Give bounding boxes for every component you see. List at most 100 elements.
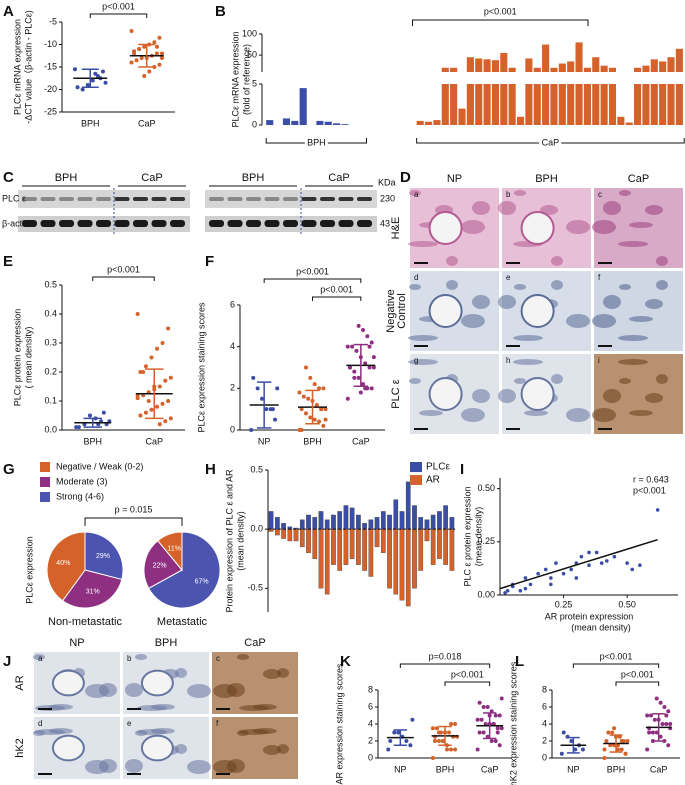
data-point bbox=[166, 399, 171, 403]
data-point bbox=[650, 730, 655, 735]
y-tick-label: 6 bbox=[230, 299, 235, 309]
bar bbox=[550, 84, 558, 125]
data-point bbox=[354, 348, 359, 353]
data-point bbox=[155, 404, 160, 409]
group-bracket bbox=[265, 138, 367, 144]
data-point bbox=[528, 582, 533, 587]
y-axis-label: Protein expression of PLC ε and AR bbox=[224, 469, 234, 613]
data-point bbox=[352, 375, 357, 380]
bar bbox=[443, 505, 448, 530]
data-point bbox=[142, 44, 147, 49]
panel-label: I bbox=[460, 461, 464, 478]
bar bbox=[324, 529, 330, 595]
y-tick-label: -20 bbox=[44, 84, 57, 94]
data-point bbox=[160, 341, 165, 345]
blot-band bbox=[114, 220, 130, 227]
bar bbox=[430, 529, 436, 565]
bar bbox=[450, 67, 458, 72]
bar bbox=[592, 57, 600, 72]
blot-row-label: β-actin bbox=[2, 218, 29, 228]
panel-label: F bbox=[205, 253, 214, 270]
data-point bbox=[489, 739, 494, 743]
tissue-texture bbox=[408, 335, 438, 341]
y-tick-label: 50 bbox=[247, 49, 257, 59]
data-point bbox=[361, 328, 366, 332]
row-label: AR bbox=[14, 675, 26, 690]
annotation: p<0.001 bbox=[484, 6, 517, 16]
bar bbox=[583, 84, 591, 125]
data-point bbox=[314, 403, 319, 407]
tissue-texture bbox=[263, 745, 281, 755]
pie-slice bbox=[61, 569, 123, 609]
bar bbox=[558, 63, 566, 72]
bar bbox=[433, 120, 441, 125]
data-point bbox=[388, 739, 393, 743]
data-point bbox=[367, 344, 372, 349]
data-point bbox=[574, 576, 579, 580]
x-tick-label: 0.50 bbox=[618, 599, 636, 609]
y-tick-label: 4 bbox=[368, 718, 373, 728]
gland-lumen bbox=[520, 377, 555, 411]
data-point bbox=[90, 78, 95, 83]
tissue-texture bbox=[603, 389, 621, 403]
bar bbox=[424, 519, 430, 530]
y-tick-label: 0.00 bbox=[477, 589, 495, 599]
row-label: hK2 bbox=[14, 738, 26, 758]
bar bbox=[650, 59, 658, 72]
y-tick-label: 2 bbox=[368, 735, 373, 745]
bar bbox=[393, 529, 399, 595]
tissue-texture bbox=[151, 704, 175, 710]
blot-band bbox=[209, 197, 224, 201]
tissue-texture bbox=[498, 295, 516, 309]
blot-row-label: PLC ε bbox=[2, 193, 26, 203]
blot-band bbox=[40, 220, 56, 227]
blot-band bbox=[96, 197, 111, 201]
legend-swatch bbox=[40, 462, 50, 472]
blot-group-label: CaP bbox=[141, 172, 162, 184]
data-point bbox=[599, 561, 604, 565]
y-tick-label: 0 bbox=[542, 752, 547, 762]
annotation: r = 0.643 bbox=[633, 474, 669, 484]
kda-value: 230 bbox=[380, 193, 395, 203]
y-tick-label: 0.2 bbox=[44, 366, 57, 376]
data-point bbox=[623, 751, 628, 756]
significance-bracket bbox=[89, 13, 148, 18]
y-tick-label: 4 bbox=[230, 341, 235, 351]
data-point bbox=[93, 71, 98, 76]
kda-value: 43 bbox=[380, 218, 390, 228]
tissue-texture bbox=[514, 378, 526, 384]
bar bbox=[393, 499, 399, 530]
blot-band bbox=[246, 220, 261, 227]
bar bbox=[500, 53, 508, 72]
y-tick-label: 100 bbox=[242, 28, 257, 38]
subpanel-letter: g bbox=[414, 356, 418, 365]
data-point bbox=[477, 700, 482, 705]
data-point bbox=[436, 739, 441, 743]
bar bbox=[437, 511, 442, 530]
legend-label: Moderate (3) bbox=[56, 476, 108, 486]
tissue-texture bbox=[513, 335, 543, 341]
bar bbox=[667, 57, 675, 72]
data-point bbox=[74, 425, 79, 430]
gland-lumen bbox=[51, 734, 85, 762]
data-point bbox=[668, 722, 673, 726]
tissue-texture bbox=[33, 654, 45, 660]
tissue-texture bbox=[618, 241, 648, 247]
y-tick-label: 0 bbox=[230, 424, 235, 434]
data-point bbox=[160, 51, 165, 56]
tissue-texture bbox=[151, 728, 175, 734]
tissue-texture bbox=[645, 393, 663, 403]
tissue-texture bbox=[498, 389, 516, 403]
y-tick-label: -0.5 bbox=[247, 583, 263, 593]
bar bbox=[592, 84, 600, 125]
bar bbox=[625, 122, 633, 125]
y-tick-label: -10 bbox=[44, 39, 57, 49]
bar bbox=[483, 59, 491, 72]
data-point bbox=[80, 87, 85, 92]
data-point bbox=[350, 344, 355, 349]
data-point bbox=[345, 344, 350, 349]
bar bbox=[418, 517, 424, 530]
tissue-texture bbox=[524, 410, 548, 416]
data-point bbox=[499, 726, 504, 731]
data-point bbox=[652, 717, 657, 722]
